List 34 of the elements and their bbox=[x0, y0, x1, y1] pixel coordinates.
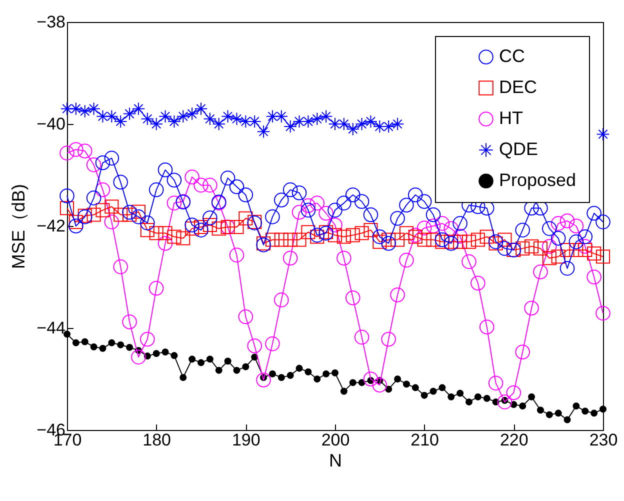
point bbox=[150, 117, 163, 131]
x-tick-label: 180 bbox=[142, 430, 172, 450]
y-tick-label: −38 bbox=[36, 12, 66, 32]
legend-label: DEC bbox=[499, 77, 538, 97]
point bbox=[230, 112, 244, 126]
point bbox=[114, 114, 128, 128]
point bbox=[140, 112, 154, 126]
y-tick-label: −40 bbox=[36, 114, 66, 134]
point bbox=[60, 102, 74, 116]
point bbox=[212, 117, 226, 131]
y-tick-label: −44 bbox=[36, 318, 66, 338]
y-axis-title: MSE（dB) bbox=[8, 184, 29, 270]
point bbox=[256, 125, 270, 138]
legend-label: HT bbox=[499, 108, 523, 128]
point bbox=[203, 112, 217, 126]
x-tick-label: 200 bbox=[321, 430, 350, 450]
point bbox=[266, 110, 280, 123]
x-axis-title: N bbox=[329, 450, 342, 470]
point bbox=[105, 110, 118, 123]
point bbox=[221, 110, 234, 123]
point bbox=[239, 114, 252, 128]
x-tick-label: 210 bbox=[410, 430, 440, 450]
point bbox=[158, 110, 172, 123]
point bbox=[274, 110, 288, 123]
point bbox=[596, 128, 610, 141]
x-tick-label: 230 bbox=[589, 430, 618, 450]
x-tick-label: 220 bbox=[500, 430, 528, 450]
y-tick-label: −42 bbox=[36, 216, 66, 236]
point bbox=[96, 110, 110, 123]
legend-label: Proposed bbox=[499, 170, 576, 190]
legend-label: QDE bbox=[499, 139, 538, 159]
point bbox=[373, 120, 386, 134]
legend-label: CC bbox=[499, 46, 525, 66]
x-tick-label: 190 bbox=[232, 430, 260, 450]
